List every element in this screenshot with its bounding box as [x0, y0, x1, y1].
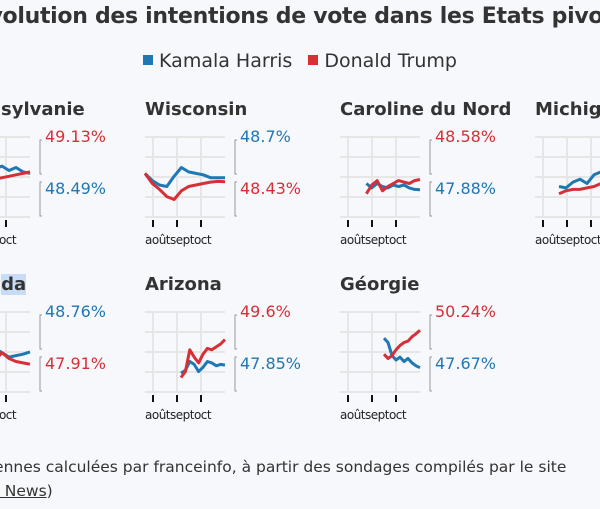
value-bracket: [234, 314, 237, 392]
state-panel-georgie: Géorgie aoûtseptoct 50.24% 47.67%: [340, 272, 530, 422]
state-panel-wisconsin: Wisconsin aoûtseptoct 48.7% 48.43%: [143, 97, 335, 247]
x-tick-labels: aoûtseptoct: [340, 408, 407, 422]
series-line-harris: [0, 164, 31, 175]
footer-line-1: Moyennes calculées par franceinfo, à par…: [0, 458, 567, 476]
series-line-harris: [558, 170, 600, 190]
latest-value-harris: 48.76%: [45, 302, 107, 321]
panel-title: Caroline du Nord: [340, 99, 512, 120]
panel-title: Michigan: [535, 99, 600, 120]
latest-value-harris: 48.7%: [240, 127, 291, 146]
legend-item-harris[interactable]: Kamala Harris: [143, 50, 292, 72]
latest-value-harris: 47.67%: [435, 354, 497, 373]
state-panel-nevada: Nevada aoûtseptoct 48.76% 47.91%: [0, 272, 140, 422]
line-chart: [340, 311, 432, 402]
value-bracket: [234, 139, 237, 217]
series-line-trump: [179, 338, 227, 379]
latest-value-trump: 49.13%: [45, 127, 107, 146]
series-line-trump: [558, 182, 600, 196]
legend: Kamala Harris Donald Trump: [0, 50, 600, 72]
latest-value-trump: 49.6%: [240, 302, 291, 321]
state-panel-caroline-du-nord: Caroline du Nord aoûtseptoct 48.58% 47.88%: [340, 97, 530, 247]
latest-value-trump: 47.91%: [45, 354, 107, 373]
x-tick-labels: aoûtseptoct: [340, 233, 407, 247]
line-chart: [535, 136, 600, 227]
latest-value-harris: 47.85%: [240, 354, 302, 373]
series-line-trump: [382, 329, 421, 360]
series-line-trump: [0, 351, 31, 366]
series-line-trump: [0, 170, 31, 180]
value-bracket: [39, 139, 42, 217]
series-line-harris: [143, 166, 225, 188]
footer-line-2: (ABC News): [0, 479, 566, 503]
x-tick-labels: aoûtseptoct: [535, 233, 600, 247]
abc-news-link[interactable]: ABC News: [0, 482, 47, 500]
legend-item-trump[interactable]: Donald Trump: [308, 50, 457, 72]
latest-value-trump: 48.58%: [435, 127, 497, 146]
line-chart: [145, 311, 237, 402]
panel-title: Wisconsin: [145, 99, 248, 120]
latest-value-harris: 47.88%: [435, 179, 497, 198]
value-bracket: [429, 314, 432, 392]
line-chart: [143, 136, 237, 227]
legend-label-trump: Donald Trump: [324, 50, 457, 72]
latest-value-harris: 48.49%: [45, 179, 107, 198]
latest-value-trump: 48.43%: [240, 179, 302, 198]
footer-source: Moyennes calculées par franceinfo, à par…: [0, 455, 566, 503]
value-bracket: [429, 139, 432, 217]
state-panel-arizona: Arizona aoûtseptoct 49.6% 47.85%: [145, 272, 335, 422]
panel-title: Pennsylvanie: [0, 99, 85, 120]
panel-title: Arizona: [145, 274, 222, 295]
series-line-harris: [382, 337, 421, 370]
chart-title: Evolution des intentions de vote dans le…: [0, 4, 600, 29]
value-bracket: [39, 314, 42, 392]
state-panel-pennsylvanie: Pennsylvanie aoûtseptoct 49.13% 48.49%: [0, 97, 140, 247]
x-tick-labels: aoûtseptoct: [145, 233, 212, 247]
line-chart: [0, 136, 42, 227]
x-tick-labels: aoûtseptoct: [0, 233, 17, 247]
panel-title: Nevada: [0, 274, 27, 295]
series-line-trump: [143, 172, 226, 201]
line-chart: [340, 136, 432, 227]
harris-swatch-icon: [143, 55, 154, 65]
x-tick-labels: aoûtseptoct: [0, 408, 17, 422]
line-chart: [0, 311, 42, 402]
trump-swatch-icon: [308, 55, 319, 65]
series-line-trump: [365, 178, 421, 195]
legend-label-harris: Kamala Harris: [159, 50, 293, 72]
panel-title: Géorgie: [340, 274, 420, 295]
latest-value-trump: 50.24%: [435, 302, 497, 321]
state-panel-michigan: Michigan aoûtseptoct: [535, 97, 600, 247]
x-tick-labels: aoûtseptoct: [145, 408, 212, 422]
